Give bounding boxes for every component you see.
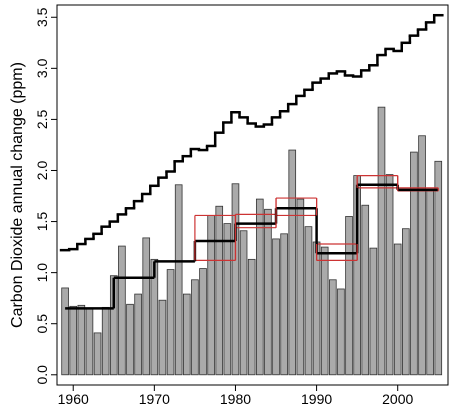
bar [361,204,370,376]
bar [418,135,426,376]
bar [296,198,305,376]
bar [434,160,443,376]
bar [377,106,386,376]
bar [174,184,183,376]
plot-frame [56,4,449,386]
bar [69,305,78,376]
bar [61,287,69,376]
bar [255,198,264,376]
y-tick-label: 2.0 [34,161,50,181]
bar [77,304,86,376]
bar [426,189,434,376]
bar [118,245,126,376]
bar [385,174,394,376]
bar [158,299,167,376]
bar [150,258,159,376]
bar [247,258,256,376]
bar [369,247,378,376]
bar [207,215,215,376]
bar [288,149,297,376]
bar [320,246,329,376]
x-tick-label: 1980 [220,391,251,407]
bar [272,238,280,376]
bar [85,307,94,376]
bar [199,268,207,376]
x-tick-label: 1990 [301,391,332,407]
bar [93,332,102,376]
y-tick-label: 0.5 [34,314,50,334]
bar [182,293,191,376]
bar [393,243,402,376]
bar [304,226,313,376]
bar [142,237,151,376]
bar [329,279,337,376]
y-tick-label: 1.5 [34,212,50,232]
bar [134,293,142,376]
bar [191,279,199,376]
y-tick-label: 3.0 [34,58,50,78]
bar [410,151,418,376]
x-tick-label: 1970 [139,391,170,407]
y-tick-label: 1.0 [34,263,50,283]
bar [223,223,232,376]
y-tick-label: 0.0 [34,365,50,385]
bar [101,306,110,376]
bar [239,230,248,376]
bar [215,205,224,376]
y-tick-label: 2.5 [34,109,50,129]
bar [402,228,410,376]
bar [166,269,175,376]
y-tick-label: 3.5 [34,7,50,27]
x-tick-label: 1960 [58,391,89,407]
bar [280,233,288,376]
bar [109,275,118,376]
x-tick-label: 2000 [382,391,413,407]
bar [345,216,353,376]
bar [312,241,321,376]
y-axis-label: Carbon Dioxide annual change (ppm) [9,62,26,328]
bar [126,303,134,376]
bar [231,183,240,376]
bar [337,288,345,376]
bar [264,208,272,376]
